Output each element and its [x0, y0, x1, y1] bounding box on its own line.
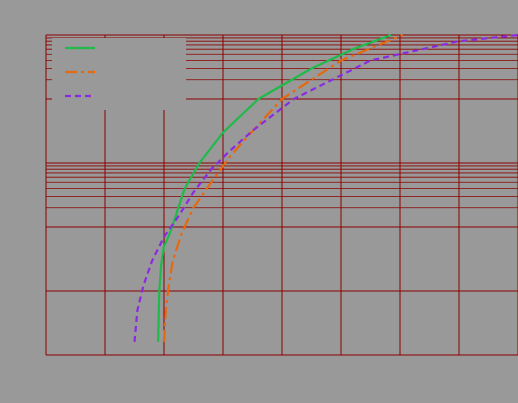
series-line-1 — [157, 33, 392, 342]
legend-box — [52, 38, 186, 110]
series-lines — [133, 33, 518, 343]
legend — [52, 38, 186, 110]
series-line-2 — [162, 33, 404, 342]
series-line-3 — [133, 33, 518, 343]
